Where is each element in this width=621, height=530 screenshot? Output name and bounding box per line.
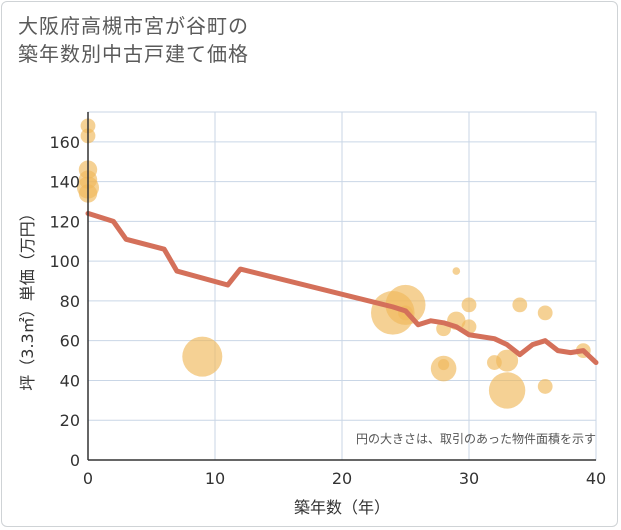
data-bubble: [537, 305, 553, 321]
bubble-size-note: 円の大きさは、取引のあった物件面積を示す: [356, 431, 596, 446]
x-tick-label: 20: [332, 469, 352, 488]
x-axis-label: 築年数（年）: [294, 498, 390, 517]
y-tick-label: 140: [49, 173, 80, 192]
x-tick-label: 40: [586, 469, 606, 488]
data-bubble: [488, 372, 526, 409]
y-axis-label: 坪（3.3㎡）単価（万円）: [18, 205, 37, 390]
data-bubble: [512, 297, 528, 313]
data-bubble: [496, 349, 519, 372]
data-bubble: [537, 379, 553, 394]
y-tick-label: 20: [60, 411, 80, 430]
title-line-2: 築年数別中古戸建て価格: [18, 42, 249, 66]
chart-title: 大阪府高槻市宮が谷町の 築年数別中古戸建て価格: [18, 12, 249, 68]
trend-layer: [85, 210, 599, 366]
y-tick-label: 0: [70, 451, 80, 470]
title-line-1: 大阪府高槻市宮が谷町の: [18, 14, 249, 38]
data-bubble: [452, 267, 461, 275]
axes-layer: 0 20 40 60 80 100 120 140 160 0 10 20 30 40: [49, 112, 606, 488]
data-bubble: [182, 336, 223, 377]
data-bubble: [385, 284, 426, 325]
y-tick-label: 60: [60, 332, 80, 351]
y-tick-label: 100: [49, 252, 80, 271]
y-tick-label: 80: [60, 292, 80, 311]
x-tick-label: 30: [459, 469, 479, 488]
grid-lines: [87, 111, 597, 461]
x-tick-label: 0: [83, 469, 93, 488]
y-tick-label: 120: [49, 212, 80, 231]
y-tick-label: 40: [60, 371, 80, 390]
trend-line: [85, 210, 599, 366]
data-bubble: [461, 297, 477, 313]
data-bubble: [438, 358, 450, 371]
bubble-layer: [77, 118, 591, 409]
x-tick-label: 10: [205, 469, 225, 488]
y-tick-label: 160: [49, 133, 80, 152]
